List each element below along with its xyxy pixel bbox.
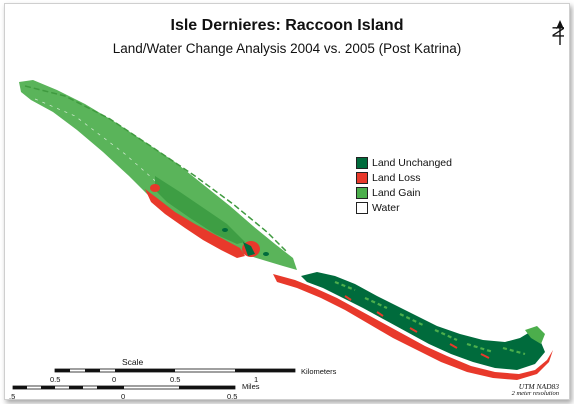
legend-label: Land Loss xyxy=(372,172,421,184)
island-map xyxy=(12,80,553,390)
north-letter: N xyxy=(549,26,565,38)
mi-unit-label: Miles xyxy=(242,382,260,391)
land-loss-west xyxy=(145,189,245,258)
legend-item-water: Water xyxy=(356,202,400,214)
legend-swatch xyxy=(356,187,368,199)
map-title: Isle Dernieres: Raccoon Island xyxy=(170,17,404,34)
resolution-credit: 2 meter resolution xyxy=(511,390,559,397)
legend-label: Water xyxy=(372,202,400,214)
legend-label: Land Unchanged xyxy=(372,157,452,169)
legend-swatch xyxy=(356,202,368,214)
legend-item-loss: Land Loss xyxy=(356,172,420,184)
map-frame: Isle Dernieres: Raccoon Island Land/Wate… xyxy=(4,3,570,400)
north-arrow-icon: N xyxy=(547,20,568,46)
land-loss-east-flecks xyxy=(344,295,490,359)
land-gain-middle xyxy=(155,176,245,244)
land-unchanged-east xyxy=(301,272,545,370)
land-gain-east-flecks xyxy=(334,280,526,356)
km-tick-label: 0 xyxy=(112,375,117,384)
map-subtitle: Land/Water Change Analysis 2004 vs. 2005… xyxy=(112,41,462,56)
mi-tick-label: .5 xyxy=(9,392,16,400)
km-scale-bar xyxy=(54,368,296,373)
land-unchanged-spot-2 xyxy=(222,228,228,232)
mi-tick-label: 0.5 xyxy=(227,392,238,400)
km-tick-label: 1 xyxy=(254,375,259,384)
km-unit-label: Kilometers xyxy=(301,367,337,376)
land-unchanged-west-spots xyxy=(243,242,255,256)
km-tick-label: 0.5 xyxy=(170,375,181,384)
km-tick-label: 0.5 xyxy=(50,375,61,384)
land-gain-area xyxy=(19,80,297,270)
legend-item-gain: Land Gain xyxy=(356,187,420,199)
mi-tick-label: 0 xyxy=(121,392,126,400)
land-gain-strips xyxy=(24,85,288,253)
land-loss-east-shore xyxy=(273,274,553,380)
legend-item-unchanged: Land Unchanged xyxy=(356,157,452,169)
projection-credit: UTM NAD83 xyxy=(518,382,559,391)
scale-title: Scale xyxy=(122,357,144,367)
legend-swatch xyxy=(356,172,368,184)
land-loss-spot-1 xyxy=(150,184,160,192)
legend-swatch xyxy=(356,157,368,169)
legend-label: Land Gain xyxy=(372,187,421,199)
mi-scale-bar xyxy=(12,385,236,390)
land-gain-east-tip xyxy=(525,326,545,344)
land-unchanged-spot-3 xyxy=(263,252,269,256)
